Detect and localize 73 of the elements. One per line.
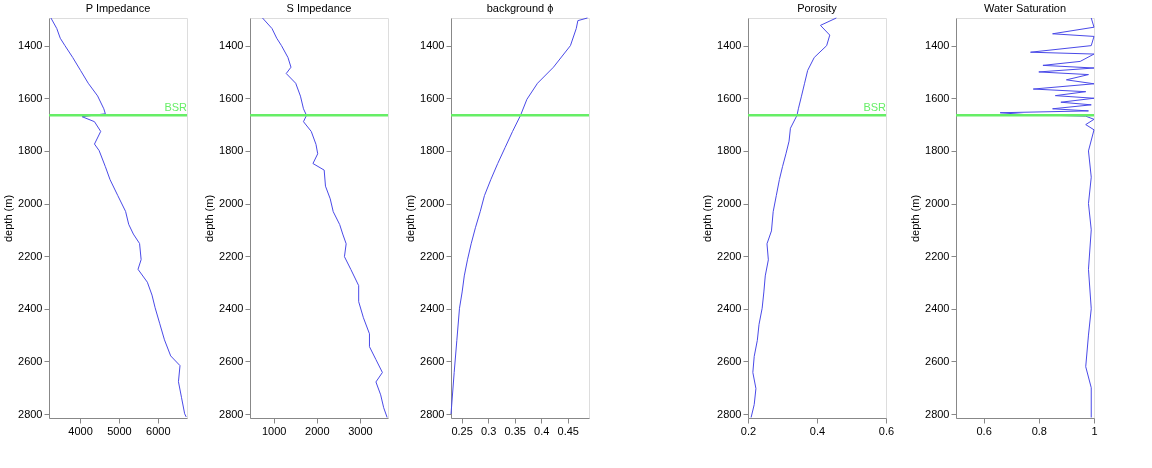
chart-title: background ϕ bbox=[486, 1, 554, 14]
ref-line-label: BSR bbox=[863, 101, 887, 114]
y-tick-label: 2800 bbox=[420, 407, 445, 420]
y-tick-label: 2800 bbox=[925, 407, 950, 420]
y-tick-label: 2600 bbox=[18, 354, 43, 367]
x-tick-label: 0.8 bbox=[1031, 424, 1047, 437]
x-tick-label: 0.2 bbox=[740, 424, 757, 437]
y-tick-label: 2800 bbox=[18, 407, 43, 420]
y-tick-label: 2200 bbox=[420, 249, 445, 262]
x-tick-label: 0.45 bbox=[557, 424, 579, 437]
y-axis-title: depth (m) bbox=[203, 194, 216, 243]
y-tick-label: 1800 bbox=[18, 144, 43, 157]
x-tick-label: 4000 bbox=[68, 424, 93, 437]
chart-title: Porosity bbox=[797, 1, 838, 14]
y-tick-label: 1600 bbox=[18, 91, 43, 104]
y-tick-label: 2400 bbox=[925, 302, 950, 315]
line-series bbox=[999, 17, 1095, 418]
chart-title: Water Saturation bbox=[983, 1, 1067, 14]
x-tick-label: 0.6 bbox=[976, 424, 992, 437]
y-tick-label: 2600 bbox=[420, 354, 445, 367]
x-tick-label: 1000 bbox=[261, 424, 287, 437]
y-tick-label: 2200 bbox=[18, 249, 43, 262]
y-tick-label: 2000 bbox=[420, 197, 445, 210]
x-tick-label: 6000 bbox=[146, 424, 171, 437]
y-tick-label: 1600 bbox=[925, 91, 950, 104]
y-tick-label: 2200 bbox=[219, 249, 244, 262]
chart-title: P Impedance bbox=[85, 1, 151, 14]
ref-line-label: BSR bbox=[164, 101, 188, 114]
x-tick-label: 1 bbox=[1091, 424, 1098, 437]
y-tick-label: 2400 bbox=[18, 302, 43, 315]
line-series bbox=[262, 17, 388, 418]
y-tick-label: 1400 bbox=[420, 39, 445, 52]
y-tick-label: 2800 bbox=[219, 407, 244, 420]
y-tick-label: 2000 bbox=[219, 197, 244, 210]
y-axis-title: depth (m) bbox=[909, 194, 922, 243]
x-tick-label: 0.25 bbox=[451, 424, 473, 437]
y-tick-label: 1400 bbox=[18, 39, 43, 52]
y-tick-label: 2000 bbox=[925, 197, 950, 210]
x-tick-label: 0.4 bbox=[534, 424, 550, 437]
y-tick-label: 2400 bbox=[717, 302, 742, 315]
y-tick-label: 1800 bbox=[925, 144, 950, 157]
x-tick-label: 5000 bbox=[107, 424, 132, 437]
line-series bbox=[450, 17, 588, 415]
y-tick-label: 1800 bbox=[717, 144, 742, 157]
y-tick-label: 1600 bbox=[420, 91, 445, 104]
y-tick-label: 1400 bbox=[219, 39, 244, 52]
chart-title: S Impedance bbox=[286, 1, 352, 14]
x-tick-label: 0.3 bbox=[481, 424, 497, 437]
x-tick-label: 3000 bbox=[348, 424, 373, 437]
y-tick-label: 2400 bbox=[420, 302, 445, 315]
y-axis-title: depth (m) bbox=[701, 194, 714, 243]
y-tick-label: 2000 bbox=[717, 197, 742, 210]
x-tick-label: 0.6 bbox=[878, 424, 895, 437]
y-tick-label: 1400 bbox=[925, 39, 950, 52]
y-tick-label: 2600 bbox=[717, 354, 742, 367]
x-tick-label: 0.4 bbox=[809, 424, 826, 437]
y-tick-label: 1600 bbox=[717, 91, 742, 104]
y-tick-label: 1800 bbox=[420, 144, 445, 157]
y-tick-label: 2600 bbox=[925, 354, 950, 367]
line-series bbox=[50, 17, 187, 418]
y-tick-label: 1400 bbox=[717, 39, 742, 52]
x-tick-label: 2000 bbox=[305, 424, 330, 437]
y-tick-label: 2200 bbox=[717, 249, 742, 262]
y-tick-label: 2600 bbox=[219, 354, 244, 367]
y-axis-title: depth (m) bbox=[2, 194, 15, 243]
x-tick-label: 0.35 bbox=[504, 424, 526, 437]
y-tick-label: 1800 bbox=[219, 144, 244, 157]
y-tick-label: 2800 bbox=[717, 407, 742, 420]
y-tick-label: 2200 bbox=[925, 249, 950, 262]
y-tick-label: 1600 bbox=[219, 91, 244, 104]
y-tick-label: 2000 bbox=[18, 197, 43, 210]
y-tick-label: 2400 bbox=[219, 302, 244, 315]
y-axis-title: depth (m) bbox=[404, 194, 417, 243]
